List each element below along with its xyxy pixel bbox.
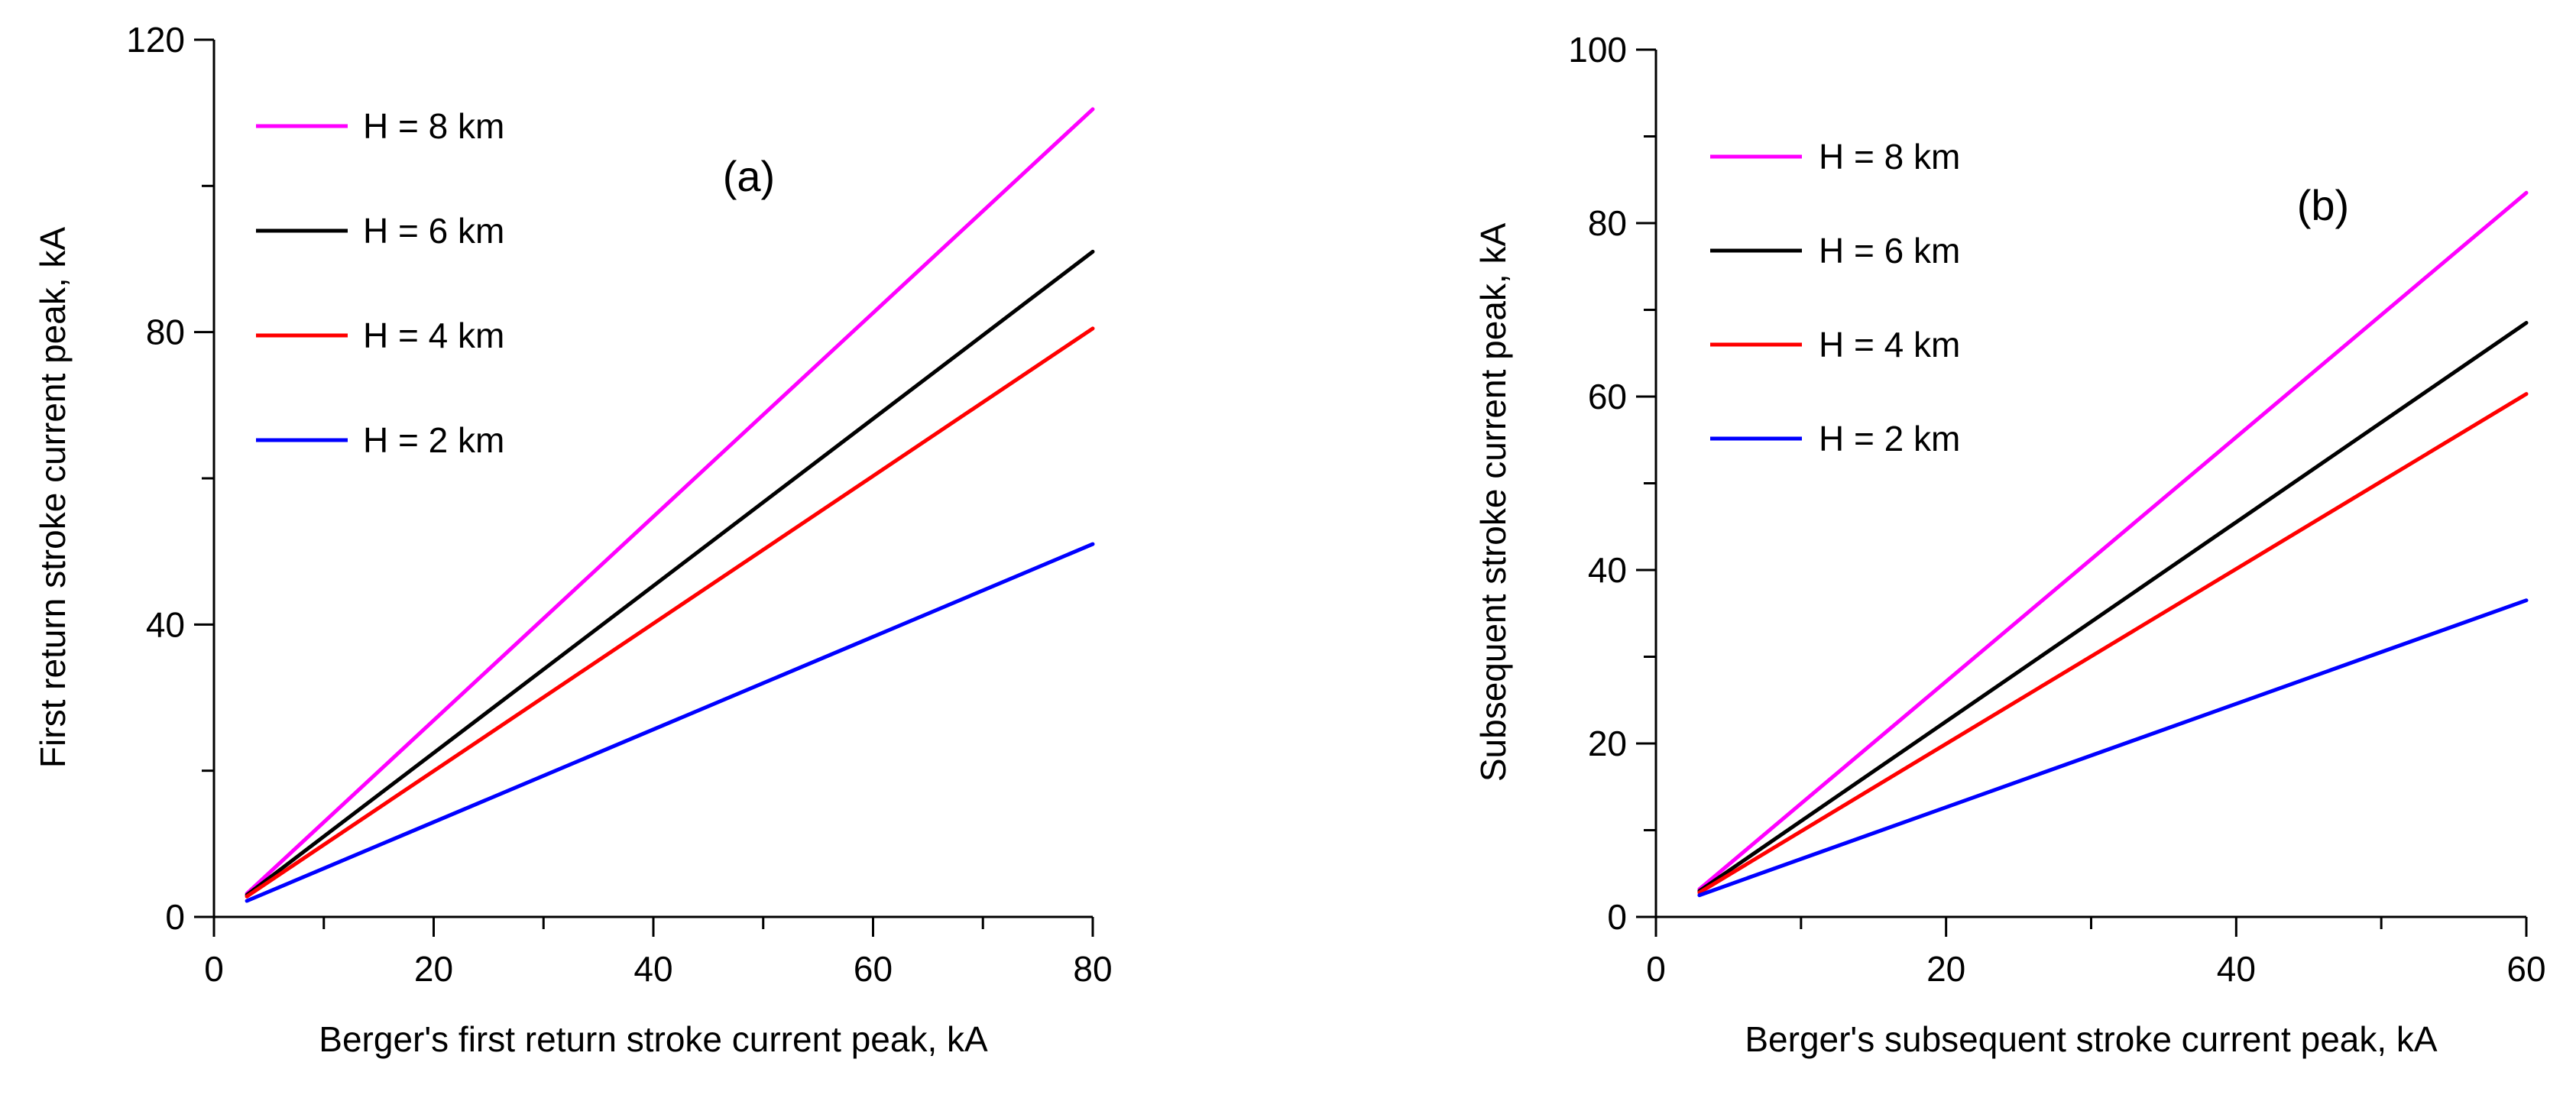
panel-label: (a) — [723, 152, 775, 200]
legend-label: H = 4 km — [1819, 325, 1960, 364]
x-tick-label: 80 — [1073, 949, 1112, 989]
legend-label: H = 2 km — [1819, 419, 1960, 458]
y-tick-label: 20 — [1588, 724, 1627, 763]
series-line-h-6-km — [1697, 321, 2529, 893]
legend-label: H = 6 km — [363, 211, 504, 251]
x-axis-label: Berger's first return stroke current pea… — [319, 1019, 988, 1059]
x-tick-label: 40 — [2217, 949, 2256, 989]
y-tick-label: 0 — [165, 897, 185, 937]
x-tick-label: 0 — [1646, 949, 1666, 989]
x-tick-label: 20 — [414, 949, 453, 989]
x-tick-label: 0 — [204, 949, 224, 989]
x-tick-label: 60 — [854, 949, 893, 989]
y-tick-label: 60 — [1588, 377, 1627, 416]
x-axis-label: Berger's subsequent stroke current peak,… — [1745, 1019, 2438, 1059]
series-line-h-2-km — [1697, 598, 2529, 898]
legend-label: H = 2 km — [363, 420, 504, 460]
legend-label: H = 6 km — [1819, 231, 1960, 270]
y-axis-label: First return stroke current peak, kA — [33, 227, 73, 768]
series-line-h-4-km — [245, 326, 1095, 899]
x-tick-label: 40 — [633, 949, 672, 989]
series-line-h-2-km — [245, 542, 1095, 903]
y-tick-label: 80 — [146, 313, 185, 352]
series-line-h-8-km — [245, 107, 1095, 896]
y-tick-label: 40 — [1588, 550, 1627, 590]
y-tick-label: 80 — [1588, 203, 1627, 243]
legend-label: H = 4 km — [363, 316, 504, 355]
y-tick-label: 120 — [126, 20, 185, 60]
y-axis-label: Subsequent stroke current peak, kA — [1473, 223, 1513, 782]
y-tick-label: 0 — [1607, 897, 1627, 937]
y-tick-label: 100 — [1568, 30, 1627, 70]
legend-label: H = 8 km — [1819, 137, 1960, 177]
x-tick-label: 60 — [2506, 949, 2545, 989]
panel-label: (b) — [2297, 181, 2349, 229]
chart-panel: 0 20 40 60 80 0 40 80 120 Berger's first return s… — [33, 20, 1113, 1059]
y-tick-label: 40 — [146, 604, 185, 644]
x-tick-label: 20 — [1926, 949, 1965, 989]
series-line-h-6-km — [245, 249, 1095, 897]
series-line-h-4-km — [1697, 392, 2529, 895]
legend-label: H = 8 km — [363, 106, 504, 146]
chart-panel: 0 20 40 60 0 20 40 60 80 100 Berger's subsequent s… — [1473, 30, 2546, 1059]
series-line-h-8-km — [1697, 190, 2529, 892]
